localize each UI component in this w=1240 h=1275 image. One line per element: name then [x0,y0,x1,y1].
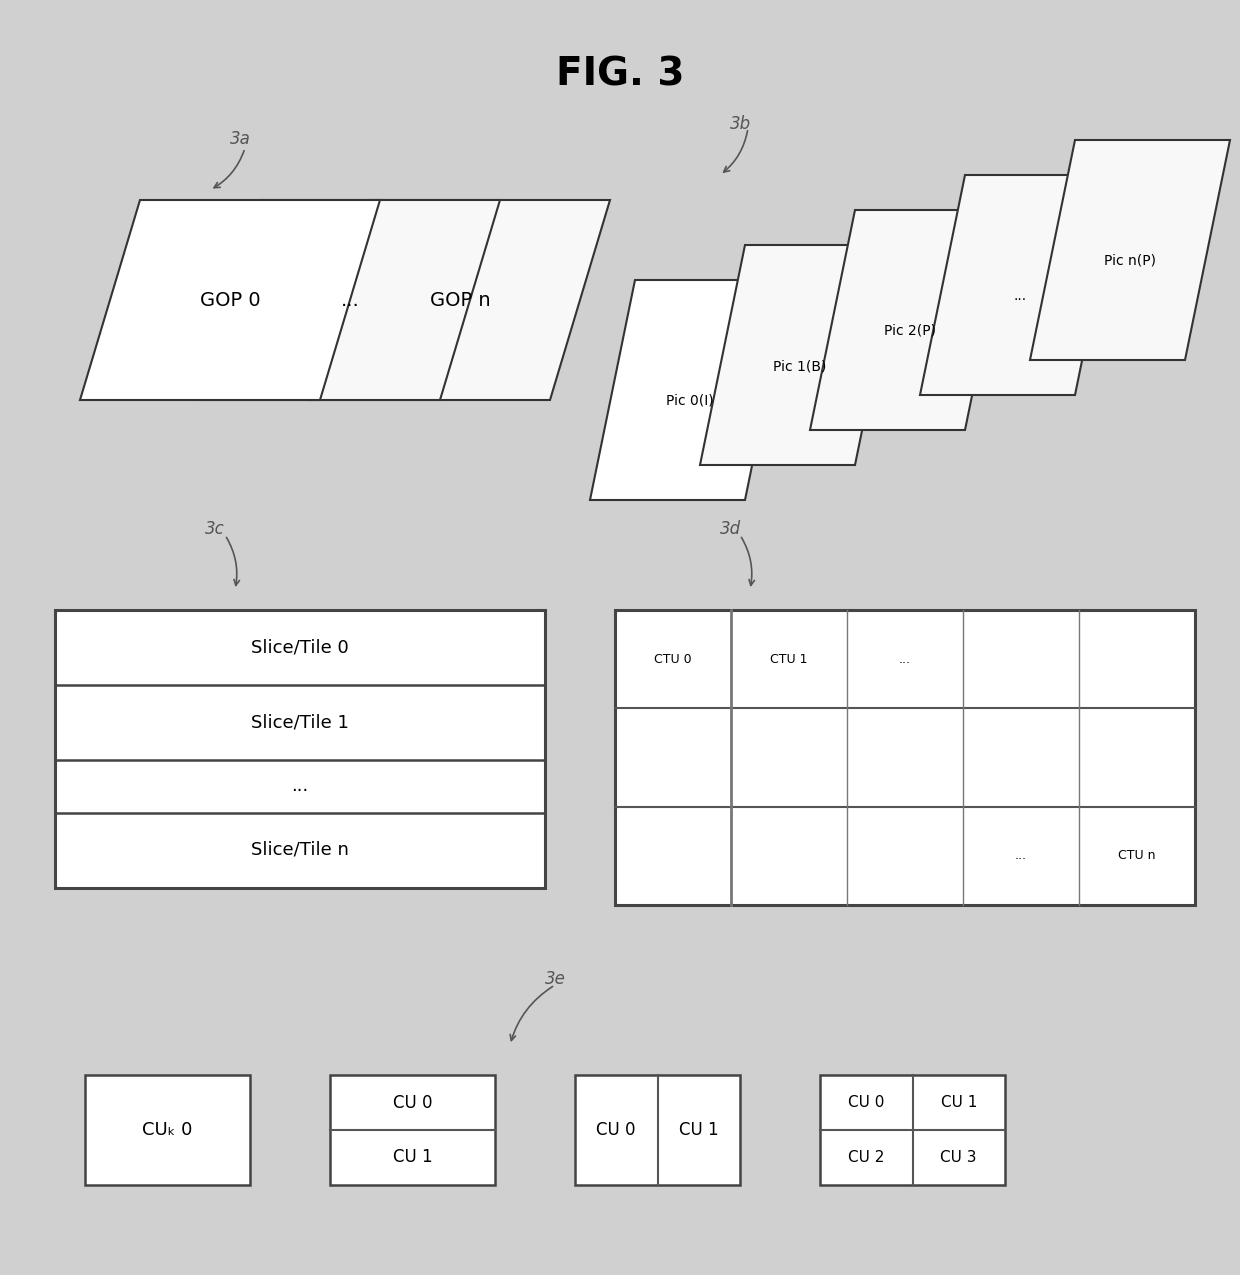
Polygon shape [920,175,1120,395]
Bar [330,1075,495,1184]
Text: 3b: 3b [730,115,751,133]
Text: ...: ... [341,291,360,310]
Text: CU 0: CU 0 [848,1095,884,1111]
Text: CU 0: CU 0 [393,1094,433,1112]
Text: Pic 0(I): Pic 0(I) [666,394,714,408]
Bar [615,609,1195,905]
Text: CTU 1: CTU 1 [770,653,807,666]
Bar [820,1075,1004,1184]
Text: 3e: 3e [546,970,565,988]
Polygon shape [590,280,790,500]
Text: GOP n: GOP n [430,291,490,310]
Polygon shape [310,200,610,400]
Text: CU 1: CU 1 [393,1149,433,1167]
Text: Pic n(P): Pic n(P) [1104,254,1156,268]
Text: Slice/Tile 0: Slice/Tile 0 [252,639,348,657]
Polygon shape [701,245,900,465]
Text: ...: ... [291,778,309,796]
Text: CU 1: CU 1 [680,1121,718,1139]
Text: CTU 0: CTU 0 [655,653,692,666]
Text: Pic 2(P): Pic 2(P) [884,324,936,338]
Polygon shape [81,200,379,400]
Text: 3d: 3d [720,520,742,538]
Text: ...: ... [1013,289,1027,303]
Bar [55,609,546,887]
Bar [86,1075,250,1184]
Text: Slice/Tile n: Slice/Tile n [250,842,348,859]
Text: CU 1: CU 1 [941,1095,977,1111]
Polygon shape [1030,140,1230,360]
Text: 3a: 3a [229,130,250,148]
Text: FIG. 3: FIG. 3 [556,55,684,93]
Text: ...: ... [899,653,911,666]
Text: CU 2: CU 2 [848,1150,884,1165]
Text: ...: ... [1016,849,1027,862]
Text: 3c: 3c [205,520,224,538]
Text: CU 0: CU 0 [596,1121,636,1139]
Text: GOP 0: GOP 0 [200,291,260,310]
Text: Slice/Tile 1: Slice/Tile 1 [250,714,348,732]
Polygon shape [810,210,1011,430]
Polygon shape [200,200,500,400]
Text: CUₖ 0: CUₖ 0 [143,1121,192,1139]
Bar [575,1075,740,1184]
Text: Pic 1(B): Pic 1(B) [774,360,827,374]
Text: CU 3: CU 3 [940,1150,977,1165]
Text: CTU n: CTU n [1118,849,1156,862]
